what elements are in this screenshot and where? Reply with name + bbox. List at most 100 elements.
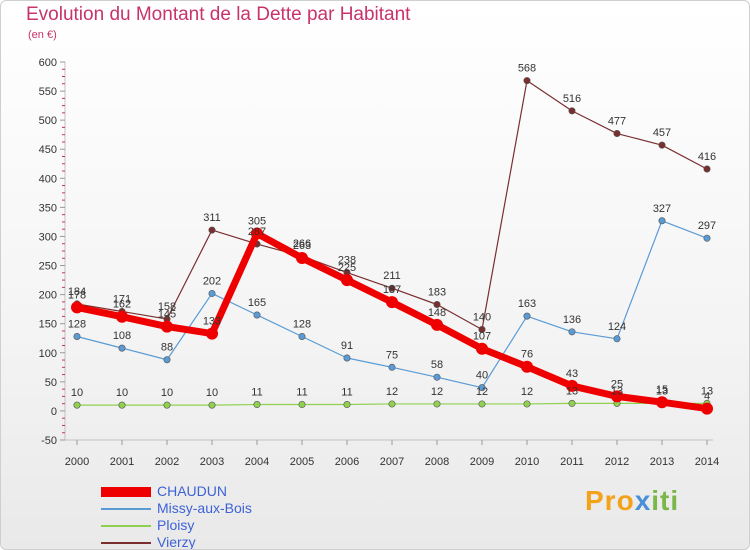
data-point-missy-aux-bois bbox=[298, 332, 306, 340]
data-point-ploisy bbox=[253, 401, 261, 409]
x-tick-label: 2009 bbox=[470, 456, 494, 468]
data-label-vierzy: 568 bbox=[518, 63, 536, 75]
data-point-missy-aux-bois bbox=[343, 354, 351, 362]
legend-swatch-chaudun bbox=[101, 487, 151, 497]
data-point-chaudun bbox=[656, 396, 668, 409]
data-label-chaudun: 133 bbox=[203, 316, 221, 328]
data-point-missy-aux-bois bbox=[73, 332, 81, 340]
data-point-vierzy bbox=[613, 130, 621, 138]
data-point-missy-aux-bois bbox=[433, 373, 441, 381]
data-label-chaudun: 4 bbox=[704, 391, 710, 403]
data-label-vierzy: 158 bbox=[158, 301, 176, 313]
data-point-chaudun bbox=[341, 274, 353, 287]
data-label-missy-aux-bois: 88 bbox=[161, 342, 173, 354]
y-tick-label: 100 bbox=[39, 348, 57, 360]
data-point-missy-aux-bois bbox=[478, 384, 486, 392]
data-label-missy-aux-bois: 202 bbox=[203, 275, 221, 287]
data-label-vierzy: 311 bbox=[203, 212, 221, 224]
y-tick-label: 50 bbox=[45, 377, 57, 389]
data-point-missy-aux-bois bbox=[253, 311, 261, 319]
data-point-chaudun bbox=[431, 318, 443, 331]
data-label-chaudun: 107 bbox=[473, 331, 491, 343]
data-label-chaudun: 145 bbox=[158, 309, 176, 321]
data-label-chaudun: 225 bbox=[338, 262, 356, 274]
data-point-missy-aux-bois bbox=[163, 356, 171, 364]
data-label-missy-aux-bois: 136 bbox=[563, 314, 581, 326]
x-tick-label: 2000 bbox=[65, 456, 89, 468]
data-point-chaudun bbox=[476, 342, 488, 355]
x-tick-label: 2006 bbox=[335, 456, 359, 468]
data-point-chaudun bbox=[161, 320, 173, 333]
legend-label-ploisy: Ploisy bbox=[157, 517, 195, 533]
data-point-ploisy bbox=[433, 400, 441, 408]
data-point-ploisy bbox=[568, 399, 576, 407]
legend-swatch-missy-aux-bois bbox=[101, 508, 151, 510]
data-label-vierzy: 171 bbox=[113, 293, 131, 305]
data-label-missy-aux-bois: 124 bbox=[608, 321, 626, 333]
x-tick-label: 2001 bbox=[110, 456, 134, 468]
data-label-vierzy: 140 bbox=[473, 312, 491, 324]
legend-swatch-vierzy bbox=[101, 542, 151, 544]
data-point-missy-aux-bois bbox=[703, 234, 711, 242]
chart-subtitle: (en €) bbox=[28, 29, 57, 41]
y-tick-label: 550 bbox=[39, 86, 57, 98]
data-point-chaudun bbox=[296, 251, 308, 264]
data-point-ploisy bbox=[343, 401, 351, 409]
series-chaudun bbox=[71, 227, 713, 415]
y-tick-label: 500 bbox=[39, 115, 57, 127]
data-point-ploisy bbox=[388, 400, 396, 408]
y-tick-label: 250 bbox=[39, 261, 57, 273]
legend-label-vierzy: Vierzy bbox=[157, 534, 196, 550]
data-point-ploisy bbox=[73, 401, 81, 409]
proxiti-logo: Proxiti bbox=[585, 485, 680, 516]
data-point-vierzy bbox=[523, 77, 531, 85]
data-label-chaudun: 305 bbox=[248, 216, 266, 228]
data-point-missy-aux-bois bbox=[388, 363, 396, 371]
legend-swatch-ploisy bbox=[101, 525, 151, 527]
x-tick-label: 2003 bbox=[200, 456, 224, 468]
x-tick-label: 2002 bbox=[155, 456, 179, 468]
data-point-vierzy bbox=[568, 107, 576, 115]
data-point-chaudun bbox=[521, 360, 533, 373]
data-label-vierzy: 184 bbox=[68, 286, 86, 298]
y-tick-label: 200 bbox=[39, 290, 57, 302]
data-label-missy-aux-bois: 128 bbox=[68, 318, 86, 330]
x-tick-label: 2005 bbox=[290, 456, 314, 468]
y-tick-label: 150 bbox=[39, 319, 57, 331]
legend-label-chaudun: CHAUDUN bbox=[157, 483, 227, 499]
data-label-vierzy: 287 bbox=[248, 226, 266, 238]
data-label-ploisy: 13 bbox=[656, 385, 668, 397]
data-label-vierzy: 516 bbox=[563, 93, 581, 105]
data-label-ploisy: 13 bbox=[701, 385, 713, 397]
data-label-missy-aux-bois: 327 bbox=[653, 203, 671, 215]
data-point-chaudun bbox=[71, 301, 83, 314]
data-point-ploisy bbox=[478, 400, 486, 408]
data-point-chaudun bbox=[611, 390, 623, 403]
chart-title: Evolution du Montant de la Dette par Hab… bbox=[26, 4, 411, 25]
data-label-ploisy: 10 bbox=[206, 387, 218, 399]
data-label-missy-aux-bois: 128 bbox=[293, 318, 311, 330]
data-point-chaudun bbox=[566, 379, 578, 392]
data-point-vierzy bbox=[208, 226, 216, 234]
data-point-ploisy bbox=[118, 401, 126, 409]
data-point-missy-aux-bois bbox=[208, 289, 216, 297]
data-label-ploisy: 10 bbox=[161, 387, 173, 399]
data-label-ploisy: 11 bbox=[251, 387, 262, 399]
series-missy-aux-bois bbox=[73, 217, 711, 392]
x-tick-label: 2008 bbox=[425, 456, 449, 468]
data-label-chaudun: 15 bbox=[656, 384, 668, 396]
data-label-vierzy: 211 bbox=[383, 270, 401, 282]
data-point-chaudun bbox=[386, 296, 398, 309]
y-tick-label: 0 bbox=[51, 406, 57, 418]
data-point-chaudun bbox=[701, 402, 713, 415]
data-label-missy-aux-bois: 91 bbox=[341, 340, 353, 352]
data-label-chaudun: 162 bbox=[113, 299, 131, 311]
x-tick-label: 2012 bbox=[605, 456, 629, 468]
data-label-missy-aux-bois: 58 bbox=[431, 359, 443, 371]
data-label-chaudun: 76 bbox=[521, 349, 533, 361]
data-label-chaudun: 187 bbox=[383, 284, 401, 296]
data-point-vierzy bbox=[388, 284, 396, 292]
data-label-missy-aux-bois: 163 bbox=[518, 298, 536, 310]
